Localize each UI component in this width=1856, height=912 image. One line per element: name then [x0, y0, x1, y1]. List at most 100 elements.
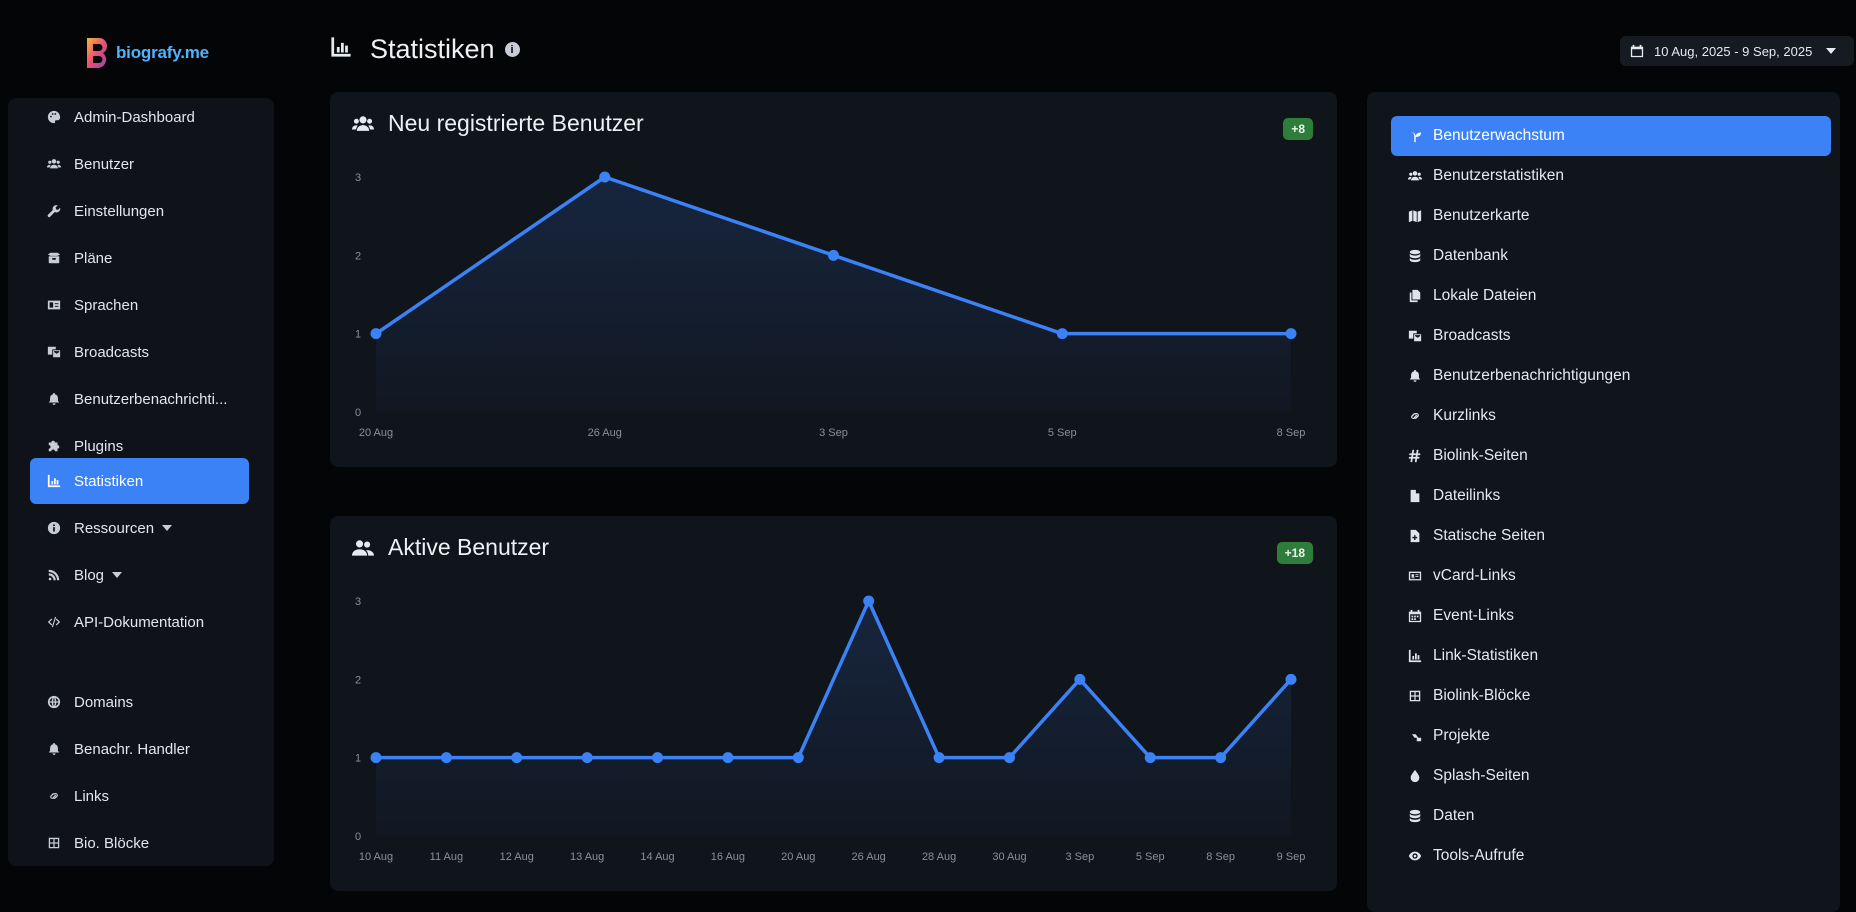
menu-item-benutzerkarte[interactable]: Benutzerkarte: [1391, 196, 1831, 236]
sidebar-item-label: Plugins: [74, 437, 124, 455]
x-tick-label: 30 Aug: [992, 851, 1026, 863]
bell-icon: [1407, 368, 1423, 384]
sidebar-item-benutzerbenachrichtigungen[interactable]: Benutzerbenachrichti...: [30, 376, 249, 422]
x-tick-label: 11 Aug: [430, 851, 463, 863]
menu-item-label: vCard-Links: [1433, 567, 1516, 584]
map-icon: [1407, 208, 1423, 224]
sidebar-item-sprachen[interactable]: Sprachen: [30, 282, 249, 328]
sidebar-item-benutzer[interactable]: Benutzer: [30, 141, 249, 187]
x-tick-label: 5 Sep: [1136, 851, 1165, 863]
sidebar-item-bio-bloecke[interactable]: Bio. Blöcke: [30, 820, 249, 866]
x-tick-label: 26 Aug: [852, 851, 886, 863]
sidebar-item-ressourcen[interactable]: Ressourcen: [30, 505, 249, 551]
menu-item-biolink-bloecke[interactable]: Biolink-Blöcke: [1391, 676, 1831, 716]
chart-icon: [330, 36, 352, 63]
box-icon: [46, 250, 62, 266]
sidebar-item-domains[interactable]: Domains: [30, 679, 249, 725]
admin-sidebar: Admin-Dashboard Benutzer Einstellungen P…: [8, 98, 274, 866]
menu-item-label: Benutzerkarte: [1433, 207, 1530, 224]
menu-item-dateilinks[interactable]: Dateilinks: [1391, 476, 1831, 516]
chevron-down-icon: [1826, 48, 1837, 54]
card-title: Neu registrierte Benutzer: [388, 110, 644, 136]
sidebar-item-blog[interactable]: Blog: [30, 552, 249, 598]
menu-item-label: Benutzerwachstum: [1433, 127, 1565, 144]
x-tick-label: 13 Aug: [570, 851, 604, 863]
mail-bulk-icon: [46, 344, 62, 360]
date-range-picker[interactable]: 10 Aug, 2025 - 9 Sep, 2025: [1620, 36, 1854, 66]
sidebar-item-api-dokumentation[interactable]: API-Dokumentation: [30, 599, 249, 645]
menu-item-event-links[interactable]: Event-Links: [1391, 596, 1831, 636]
menu-item-broadcasts[interactable]: Broadcasts: [1391, 316, 1831, 356]
sidebar-item-admin-dashboard[interactable]: Admin-Dashboard: [30, 98, 249, 140]
mail-bulk-icon: [1407, 328, 1423, 344]
menu-item-biolink-seiten[interactable]: Biolink-Seiten: [1391, 436, 1831, 476]
droplet-icon: [1407, 768, 1423, 784]
puzzle-icon: [46, 438, 62, 454]
menu-item-kurzlinks[interactable]: Kurzlinks: [1391, 396, 1831, 436]
sidebar-item-label: Benutzerbenachrichti...: [74, 390, 228, 408]
x-tick-label: 10 Aug: [359, 851, 393, 863]
menu-item-daten[interactable]: Daten: [1391, 796, 1831, 836]
x-tick-label: 14 Aug: [640, 851, 674, 863]
blog-icon: [46, 567, 62, 583]
data-point: [599, 171, 611, 183]
card-header: Neu registrierte Benutzer: [352, 110, 644, 137]
sidebar-item-statistiken[interactable]: Statistiken: [30, 458, 249, 504]
sidebar-item-label: Statistiken: [74, 472, 144, 490]
series-area: [376, 601, 1291, 836]
menu-item-projekte[interactable]: Projekte: [1391, 716, 1831, 756]
brand-logo[interactable]: biografy.me: [84, 36, 209, 70]
menu-item-benutzerwachstum[interactable]: Benutzerwachstum: [1391, 116, 1831, 156]
menu-item-statische-seiten[interactable]: Statische Seiten: [1391, 516, 1831, 556]
x-tick-label: 12 Aug: [500, 851, 534, 863]
card-header: Aktive Benutzer: [352, 534, 549, 561]
menu-item-benutzerstatistiken[interactable]: Benutzerstatistiken: [1391, 156, 1831, 196]
grid-icon: [1407, 688, 1423, 704]
menu-item-lokale-dateien[interactable]: Lokale Dateien: [1391, 276, 1831, 316]
menu-item-vcard-links[interactable]: vCard-Links: [1391, 556, 1831, 596]
users-icon: [352, 115, 374, 131]
bell-icon: [46, 741, 62, 757]
x-tick-label: 28 Aug: [922, 851, 956, 863]
menu-item-benutzerbenachrichtigungen[interactable]: Benutzerbenachrichtigungen: [1391, 356, 1831, 396]
data-point: [1074, 673, 1086, 685]
bell-icon: [46, 391, 62, 407]
menu-item-label: Biolink-Blöcke: [1433, 687, 1531, 704]
data-point: [828, 249, 839, 261]
copy-icon: [1407, 288, 1423, 304]
database-icon: [1407, 248, 1423, 264]
calendar-icon: [1407, 608, 1423, 624]
sidebar-item-plaene[interactable]: Pläne: [30, 235, 249, 281]
palette-icon: [46, 109, 62, 125]
link-icon: [46, 788, 62, 804]
menu-item-label: Lokale Dateien: [1433, 287, 1537, 304]
link-icon: [1407, 408, 1423, 424]
sidebar-item-benachr-handler[interactable]: Benachr. Handler: [30, 726, 249, 772]
date-range-label: 10 Aug, 2025 - 9 Sep, 2025: [1654, 43, 1813, 59]
menu-item-tools-aufrufe[interactable]: Tools-Aufrufe: [1391, 836, 1831, 876]
x-tick-label: 3 Sep: [819, 427, 848, 439]
sidebar-item-label: Blog: [74, 566, 105, 584]
chart-svg: 0 1 2 3 20 Aug 26 Aug 3 Sep 5 Sep 8 Sep: [355, 171, 1305, 439]
sidebar-item-plugins[interactable]: Plugins: [30, 423, 249, 469]
sidebar-item-links[interactable]: Links: [30, 773, 249, 819]
growth-badge: +18: [1276, 542, 1313, 564]
menu-item-datenbank[interactable]: Datenbank: [1391, 236, 1831, 276]
data-point: [1215, 752, 1227, 764]
chart-svg: 0 1 2 3 10 Aug 11 Aug 12 Aug 13 Aug 14 Aug 16 Aug…: [355, 595, 1305, 863]
menu-item-label: Daten: [1433, 807, 1475, 824]
data-point: [1144, 752, 1156, 764]
project-icon: [1407, 728, 1423, 744]
sidebar-item-broadcasts[interactable]: Broadcasts: [30, 329, 249, 375]
x-tick-label: 20 Aug: [781, 851, 815, 863]
menu-item-splash-seiten[interactable]: Splash-Seiten: [1391, 756, 1831, 796]
menu-item-link-statistiken[interactable]: Link-Statistiken: [1391, 636, 1831, 676]
page-header: Statistiken i: [330, 34, 520, 65]
sidebar-item-einstellungen[interactable]: Einstellungen: [30, 188, 249, 234]
y-tick-label: 2: [355, 674, 361, 686]
menu-item-label: Benutzerbenachrichtigungen: [1433, 367, 1631, 384]
language-icon: [46, 297, 62, 313]
file-plus-icon: [1407, 528, 1423, 544]
info-icon[interactable]: i: [504, 42, 520, 57]
data-point: [722, 752, 734, 764]
